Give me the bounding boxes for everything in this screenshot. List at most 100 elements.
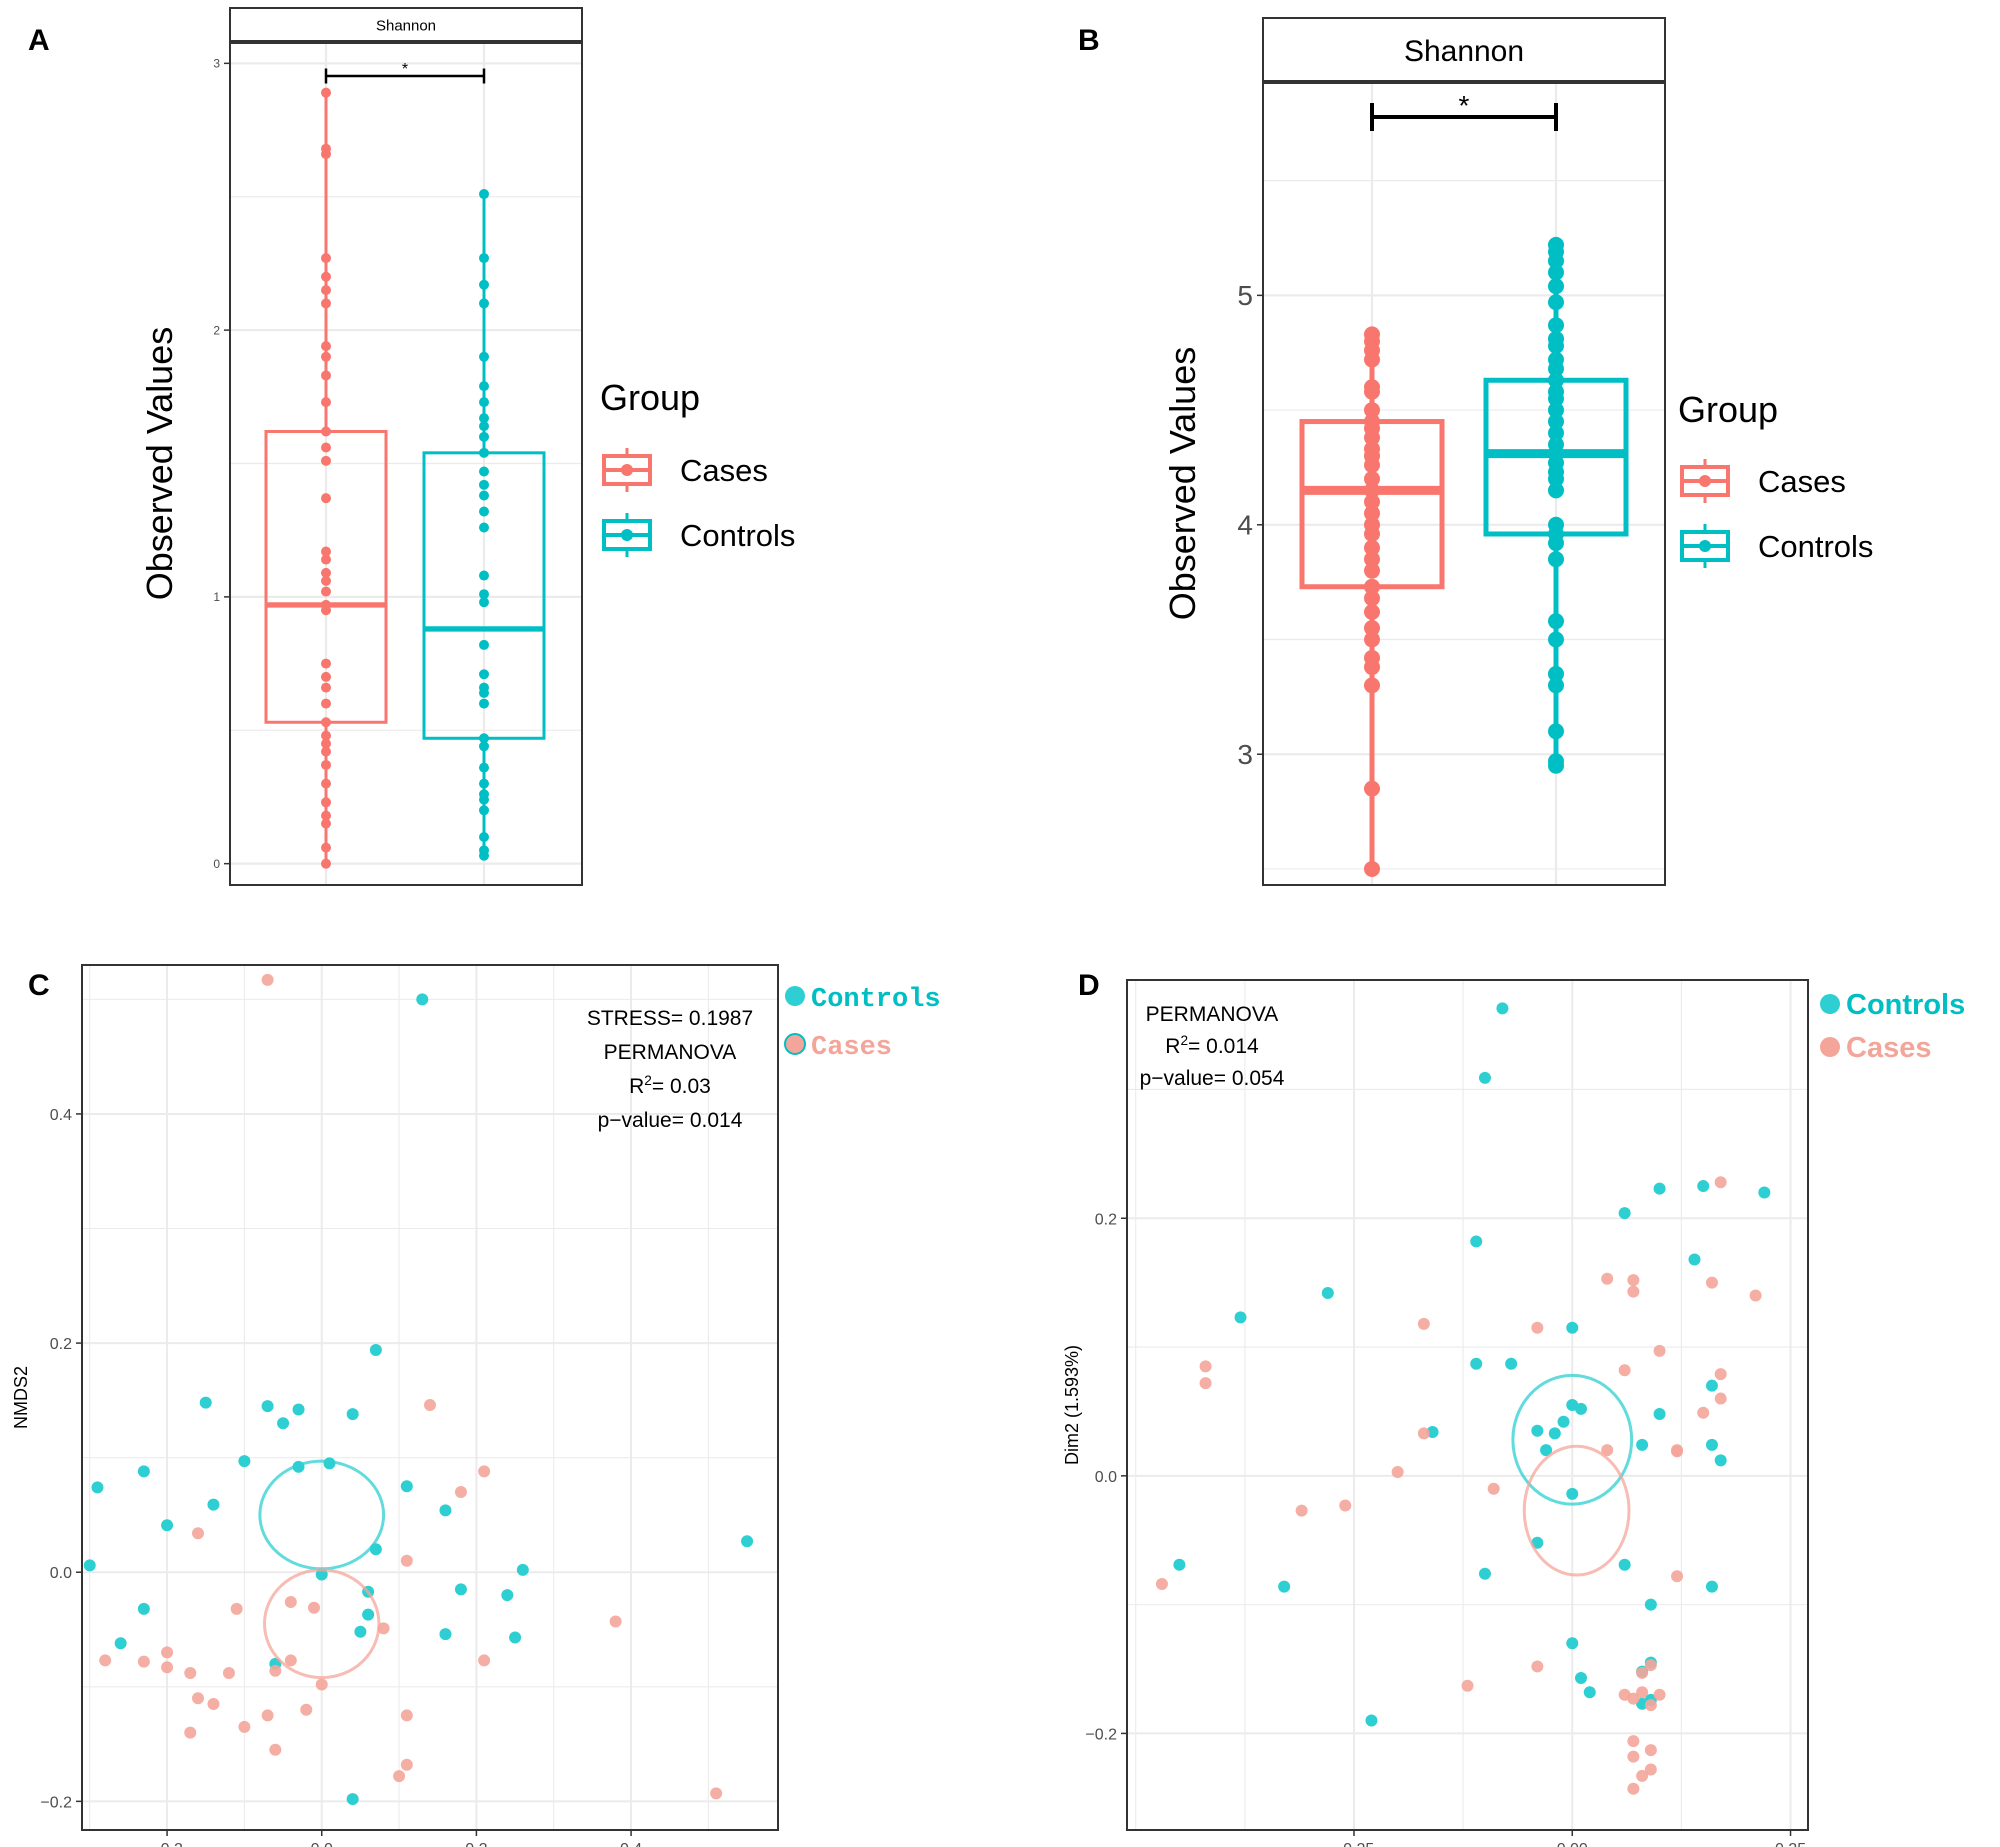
data-point xyxy=(1234,1311,1247,1324)
series-cases xyxy=(99,973,723,1800)
data-point xyxy=(710,1787,723,1800)
confidence-ellipse-cases xyxy=(263,1568,381,1680)
legend-entry-cases: Cases xyxy=(1820,1032,1931,1064)
data-point xyxy=(501,1589,514,1602)
data-point xyxy=(1644,1598,1657,1611)
y-tick-label: 0.0 xyxy=(1095,1469,1117,1486)
data-point xyxy=(1548,665,1564,682)
data-point xyxy=(321,455,331,466)
data-point xyxy=(137,1655,150,1668)
r2-superscript: 2 xyxy=(1180,1033,1188,1048)
permanova-annotation: PERMANOVA R2= 0.014 p−value= 0.054 xyxy=(1140,1003,1285,1090)
legend-label: Controls xyxy=(1846,989,1965,1021)
data-point xyxy=(91,1481,104,1494)
data-point xyxy=(362,1608,375,1621)
data-point xyxy=(609,1615,622,1628)
legend-entry-cases: Cases xyxy=(602,448,768,492)
data-point xyxy=(1540,1444,1553,1457)
facet-strip xyxy=(229,7,583,43)
data-point xyxy=(1557,1415,1570,1428)
data-point xyxy=(1295,1504,1308,1517)
data-point xyxy=(321,87,331,98)
data-point xyxy=(1531,1660,1544,1673)
data-point xyxy=(321,746,331,757)
data-point xyxy=(1548,425,1564,442)
data-point xyxy=(1496,1002,1509,1015)
data-point xyxy=(454,1486,467,1499)
data-point xyxy=(478,1465,491,1478)
data-point xyxy=(1364,551,1380,568)
data-point xyxy=(1364,457,1380,474)
data-point xyxy=(1653,1344,1666,1357)
data-point xyxy=(1364,677,1380,694)
data-point xyxy=(509,1631,522,1644)
data-point xyxy=(1636,1438,1649,1451)
y-tick-label: 0.4 xyxy=(50,1107,72,1124)
data-point xyxy=(479,687,489,698)
plot-frame xyxy=(1262,81,1666,886)
data-point xyxy=(1671,1570,1684,1583)
data-point xyxy=(161,1661,174,1674)
data-point xyxy=(1548,252,1564,269)
data-point xyxy=(1714,1176,1727,1189)
data-point xyxy=(1705,1276,1718,1289)
data-point xyxy=(1365,1714,1378,1727)
y-axis-label: NMDS2 xyxy=(11,1366,31,1429)
data-point xyxy=(479,805,489,816)
data-point xyxy=(479,762,489,773)
data-point xyxy=(741,1535,754,1548)
data-point xyxy=(1548,390,1564,407)
data-point xyxy=(321,717,331,728)
data-point xyxy=(1601,1444,1614,1457)
data-point xyxy=(184,1667,197,1680)
data-point xyxy=(1461,1679,1474,1692)
data-point xyxy=(1364,383,1380,400)
data-point xyxy=(321,397,331,408)
legend-label: Cases xyxy=(811,1033,892,1063)
data-point xyxy=(1478,1567,1491,1580)
facet-strip-label: Shannon xyxy=(376,17,436,34)
data-point xyxy=(1688,1253,1701,1266)
data-point xyxy=(400,1758,413,1771)
annotation-stress: STRESS= 0.1987 xyxy=(587,1007,753,1030)
plot-frame xyxy=(81,964,779,1831)
data-point xyxy=(1548,372,1564,389)
annotation-pvalue: p−value= 0.054 xyxy=(1140,1067,1285,1090)
data-point xyxy=(238,1455,251,1468)
x-tick-label: 0.25 xyxy=(1775,1841,1806,1847)
data-point xyxy=(1697,1406,1710,1419)
data-point xyxy=(114,1637,127,1650)
series-cases xyxy=(1155,1176,1762,1795)
data-point xyxy=(1505,1357,1518,1370)
data-point xyxy=(321,370,331,381)
data-point xyxy=(1575,1402,1587,1415)
legend-title: Group xyxy=(600,377,700,418)
data-point xyxy=(261,973,274,986)
data-point xyxy=(1173,1558,1186,1571)
legend-entry-cases: Cases xyxy=(1680,459,1846,503)
plot-frame xyxy=(1126,979,1809,1831)
data-point xyxy=(479,279,489,290)
x-tick-label: 0.2 xyxy=(465,1841,487,1847)
data-point xyxy=(479,421,489,432)
data-point xyxy=(1364,860,1380,877)
box-cases xyxy=(1299,326,1445,877)
data-point xyxy=(1364,603,1380,620)
data-point xyxy=(1548,278,1564,295)
data-point xyxy=(1364,470,1380,487)
data-point xyxy=(479,298,489,309)
y-axis-label: Observed Values xyxy=(139,327,180,600)
r2-value: = 0.03 xyxy=(652,1075,711,1098)
data-point xyxy=(321,546,331,557)
data-point xyxy=(321,671,331,682)
data-point xyxy=(1627,1782,1640,1795)
permanova-annotation: STRESS= 0.1987 PERMANOVA R2= 0.03 p−value= … xyxy=(587,1007,753,1132)
data-point xyxy=(315,1678,328,1691)
data-point xyxy=(1155,1578,1168,1591)
data-point xyxy=(1627,1692,1640,1705)
box-cases xyxy=(264,87,388,869)
x-tick-label: 0.0 xyxy=(311,1841,333,1847)
data-point xyxy=(1364,631,1380,648)
data-point xyxy=(300,1703,313,1716)
